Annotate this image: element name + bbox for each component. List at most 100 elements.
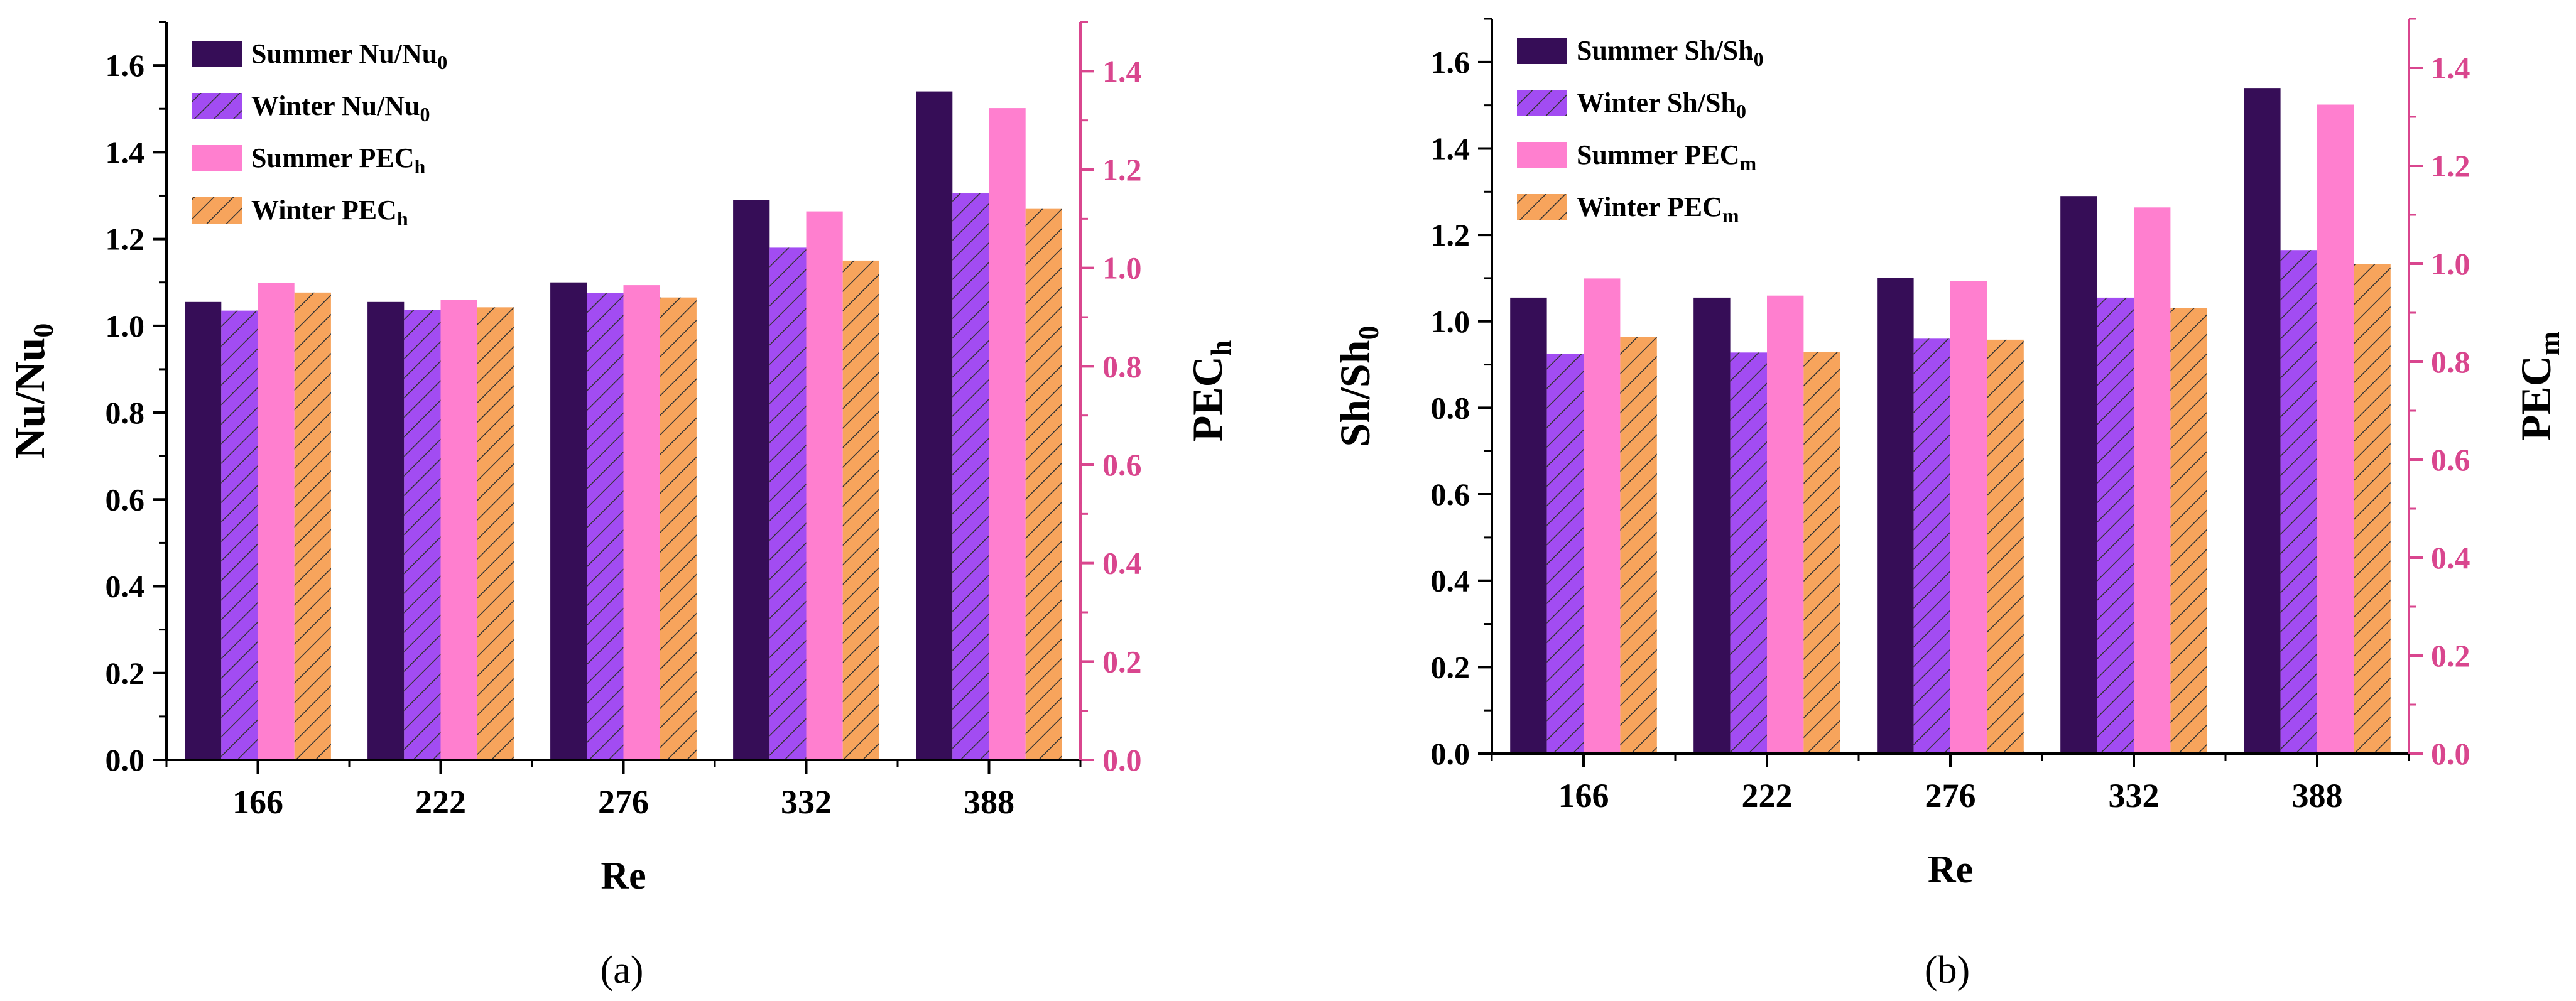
y-tick-label-6: 1.2 <box>1431 217 1470 252</box>
bar-series2-cat0 <box>1584 278 1621 754</box>
y2-tick-label-2: 0.4 <box>2431 540 2470 575</box>
x-axis-title: Re <box>1928 848 1973 891</box>
legend-swatch-1 <box>192 93 242 119</box>
x-tick-label-3: 332 <box>781 783 832 821</box>
bar-series3-cat0 <box>294 292 331 760</box>
bar-series0-cat4 <box>916 91 953 760</box>
y2-tick-label-1: 0.2 <box>2431 638 2470 673</box>
bar-series3-cat0 <box>1620 337 1657 754</box>
x-axis-title: Re <box>601 855 646 897</box>
panel-caption: (a) <box>601 949 644 992</box>
bar-series1-cat0 <box>1546 354 1584 754</box>
y-tick-label-3: 0.6 <box>1431 477 1470 512</box>
bar-series0-cat0 <box>1510 297 1547 754</box>
legend-swatch-1 <box>1517 90 1567 116</box>
legend-swatch-2 <box>1517 142 1567 168</box>
panel-b: 0.0 0.2 0.4 0.6 0.8 1.0 1.2 1.4 1.6 0.0 0.2 0.4 0.6 0… <box>1331 18 2565 992</box>
y-tick-label-1: 0.2 <box>1431 649 1470 684</box>
y2-tick-label-3: 0.6 <box>2431 442 2470 477</box>
bar-series2-cat4 <box>989 108 1026 760</box>
bar-series1-cat2 <box>587 293 624 760</box>
x-tick-label-1: 222 <box>415 783 466 821</box>
y-tick-label-8: 1.6 <box>106 48 145 83</box>
legend-label-0: Summer Nu/Nu0 <box>251 38 447 73</box>
bar-series2-cat3 <box>2134 207 2171 754</box>
legend-label-3: Winter PECm <box>1577 192 1739 227</box>
x-tick-label-3: 332 <box>2109 777 2160 814</box>
bar-series0-cat3 <box>733 200 770 760</box>
legend-label-2: Summer PECm <box>1577 139 1757 175</box>
legend-label-1: Winter Sh/Sh0 <box>1577 87 1746 122</box>
bar-series3-cat4 <box>1025 208 1062 760</box>
y-tick-label-4: 0.8 <box>1431 390 1470 425</box>
y2-tick-label-0: 0.0 <box>2431 736 2470 771</box>
bar-series1-cat2 <box>1913 338 1950 754</box>
x-tick-label-2: 276 <box>598 783 649 821</box>
y2-tick-label-7: 1.4 <box>2431 50 2470 85</box>
y2-tick-label-5: 1.0 <box>1102 251 1142 286</box>
bar-series2-cat3 <box>806 211 843 760</box>
bar-series0-cat1 <box>367 301 405 760</box>
legend-label-2: Summer PECh <box>251 143 426 178</box>
y-tick-label-3: 0.6 <box>106 482 145 517</box>
bar-series3-cat3 <box>2170 308 2207 754</box>
bar-series3-cat4 <box>2354 264 2391 754</box>
y-tick-label-2: 0.4 <box>1431 563 1470 598</box>
y2-tick-label-6: 1.2 <box>2431 148 2470 183</box>
legend: Summer Sh/Sh0 Winter Sh/Sh0 Summer PECm Win… <box>1517 35 1764 227</box>
y-tick-label-0: 0.0 <box>106 742 145 777</box>
y2-tick-label-4: 0.8 <box>1102 349 1142 384</box>
y2-axis-title: PECm <box>2512 332 2565 441</box>
bar-series0-cat2 <box>550 282 587 760</box>
y2-tick-label-0: 0.0 <box>1102 742 1142 777</box>
bar-series1-cat4 <box>952 193 989 760</box>
bar-series0-cat1 <box>1693 297 1731 754</box>
bar-series1-cat1 <box>1730 352 1767 754</box>
x-tick-label-4: 388 <box>2292 777 2343 814</box>
bar-series0-cat0 <box>185 301 222 760</box>
bar-series1-cat3 <box>2097 297 2134 754</box>
y2-tick-label-2: 0.4 <box>1102 546 1142 581</box>
y2-tick-label-5: 1.0 <box>2431 246 2470 281</box>
bars <box>1510 88 2391 754</box>
bar-series1-cat0 <box>221 310 258 760</box>
y2-tick-label-3: 0.6 <box>1102 447 1142 482</box>
y2-tick-label-7: 1.4 <box>1102 53 1142 89</box>
legend-swatch-0 <box>192 41 242 67</box>
y-tick-label-2: 0.4 <box>106 569 145 604</box>
bar-series0-cat2 <box>1877 278 1914 754</box>
y-axis-title: Nu/Nu0 <box>6 323 59 459</box>
legend-label-0: Summer Sh/Sh0 <box>1577 35 1764 70</box>
y-tick-label-8: 1.6 <box>1431 45 1470 80</box>
y-tick-label-6: 1.2 <box>106 222 145 257</box>
bar-series3-cat1 <box>1803 352 1840 754</box>
y-axis-title: Sh/Sh0 <box>1331 325 1384 446</box>
bar-series2-cat1 <box>1767 295 1804 754</box>
bar-series0-cat4 <box>2244 88 2281 754</box>
y-tick-label-5: 1.0 <box>106 308 145 344</box>
legend-swatch-2 <box>192 145 242 171</box>
bar-series3-cat3 <box>842 260 879 760</box>
x-tick-label-0: 166 <box>1558 777 1609 814</box>
x-tick-label-4: 388 <box>964 783 1014 821</box>
legend-label-1: Winter Nu/Nu0 <box>251 90 430 126</box>
y2-axis-title: PECh <box>1183 340 1237 442</box>
bar-series3-cat2 <box>660 297 697 760</box>
bar-series1-cat3 <box>769 247 807 760</box>
bar-series1-cat1 <box>404 310 441 760</box>
x-tick-label-0: 166 <box>232 783 283 821</box>
y-tick-label-5: 1.0 <box>1431 304 1470 339</box>
y-tick-label-7: 1.4 <box>1431 131 1470 166</box>
x-tick-label-1: 222 <box>1742 777 1793 814</box>
legend-swatch-3 <box>192 197 242 224</box>
legend-swatch-3 <box>1517 194 1567 220</box>
bar-series2-cat2 <box>623 285 660 760</box>
bar-series0-cat3 <box>2060 196 2097 754</box>
y-tick-label-4: 0.8 <box>106 395 145 430</box>
bar-series2-cat1 <box>440 300 477 760</box>
bar-series1-cat4 <box>2280 250 2317 754</box>
bars <box>185 91 1062 760</box>
legend: Summer Nu/Nu0 Winter Nu/Nu0 Summer PECh Win… <box>192 38 447 230</box>
legend-swatch-0 <box>1517 38 1567 64</box>
